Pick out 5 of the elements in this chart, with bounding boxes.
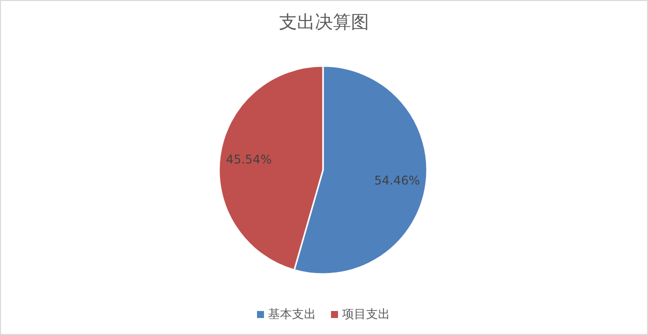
chart-title: 支出决算图 <box>279 12 369 33</box>
data-label: 45.54% <box>226 152 272 167</box>
legend-label: 项目支出 <box>342 307 390 321</box>
data-label: 54.46% <box>374 173 420 188</box>
legend-label: 基本支出 <box>268 307 316 321</box>
